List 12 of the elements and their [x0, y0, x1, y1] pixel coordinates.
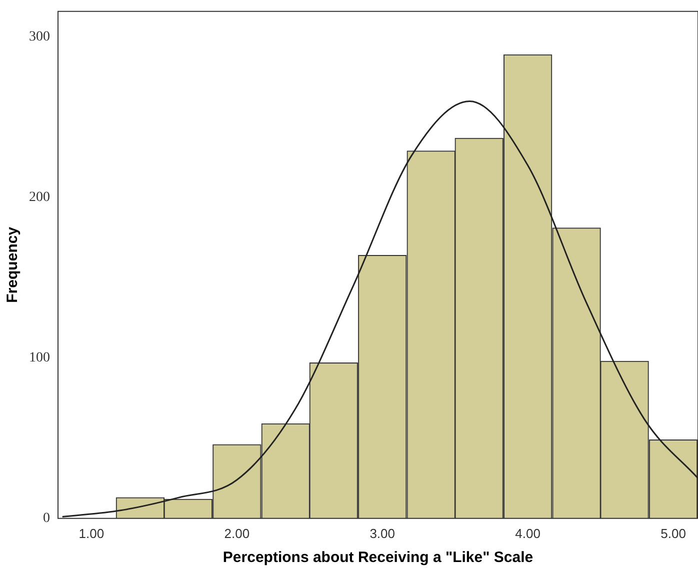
x-tick-label: 4.00 — [515, 526, 540, 541]
y-tick-label: 0 — [43, 511, 50, 526]
line-series — [62, 100, 698, 518]
x-tick-label: 2.00 — [224, 526, 250, 541]
y-axis-title: Frequency — [4, 226, 22, 303]
y-tick-label: 200 — [29, 190, 50, 206]
x-tick-label: 5.00 — [660, 526, 686, 541]
y-tick-label: 100 — [29, 350, 50, 366]
x-tick-label: 3.00 — [370, 526, 396, 541]
y-tick-label: 300 — [29, 30, 50, 45]
x-axis-title: Perceptions about Receiving a "Like" Scale — [222, 549, 534, 566]
x-tick-label: 1.00 — [78, 526, 104, 541]
